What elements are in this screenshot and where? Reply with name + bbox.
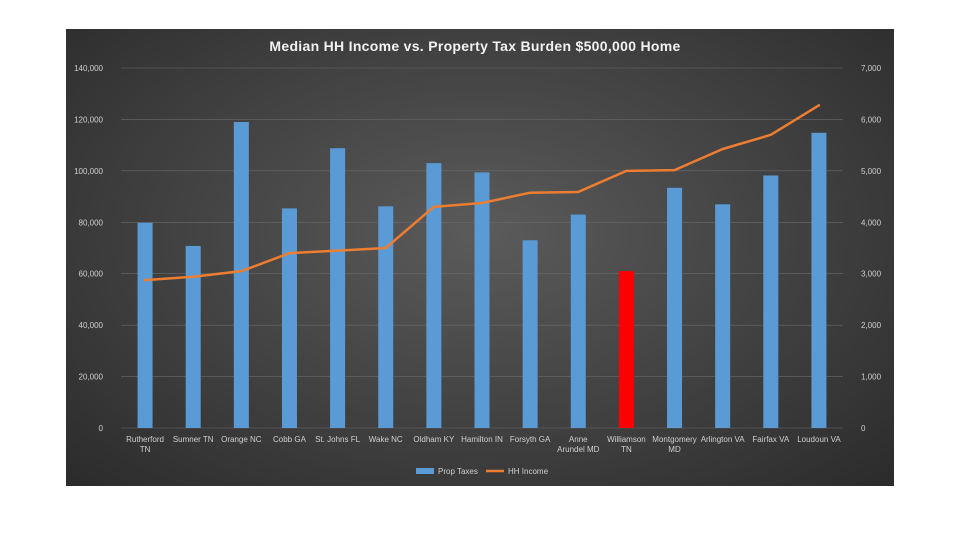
category-label-line: MD xyxy=(668,445,681,454)
bar xyxy=(667,187,683,428)
category-label: Williamson TN xyxy=(607,435,646,454)
category-label: Forsyth GA xyxy=(510,435,551,444)
bar xyxy=(137,222,153,428)
category-label: Arlington VA xyxy=(701,435,746,444)
category-label: Rutherford TN xyxy=(126,435,164,454)
right-tick-label: 5,000 xyxy=(861,167,882,176)
category-label: Oldham KY xyxy=(413,435,455,444)
category-label-line: Forsyth GA xyxy=(510,435,551,444)
category-label: Anne Arundel MD xyxy=(557,435,599,454)
category-label-line: Cobb GA xyxy=(273,435,307,444)
bar xyxy=(522,240,538,428)
category-label-line: Arlington VA xyxy=(701,435,746,444)
right-tick-label: 7,000 xyxy=(861,64,882,73)
left-tick-label: 100,000 xyxy=(74,167,103,176)
right-tick-label: 6,000 xyxy=(861,115,882,124)
left-tick-label: 20,000 xyxy=(79,373,104,382)
income-line xyxy=(143,104,821,282)
category-label: Montgomery MD xyxy=(652,435,696,454)
category-label-line: Fairfax VA xyxy=(752,435,789,444)
chart-title: Median HH Income vs. Property Tax Burden… xyxy=(269,38,680,54)
category-label-line: Anne xyxy=(569,435,588,444)
bar xyxy=(426,163,442,428)
category-label-line: Williamson xyxy=(607,435,646,444)
right-axis: 0 1,000 2,000 3,000 4,000 5,000 6,000 7,000 xyxy=(861,64,882,433)
left-tick-label: 80,000 xyxy=(79,218,104,227)
category-label: Wake NC xyxy=(369,435,403,444)
left-tick-label: 40,000 xyxy=(79,321,104,330)
chart-area: Median HH Income vs. Property Tax Burden… xyxy=(66,29,894,486)
category-label-line: Hamilton IN xyxy=(461,435,503,444)
category-label-line: Wake NC xyxy=(369,435,403,444)
left-tick-label: 140,000 xyxy=(74,64,103,73)
category-label: Fairfax VA xyxy=(752,435,789,444)
right-tick-label: 4,000 xyxy=(861,218,882,227)
category-label-line: TN xyxy=(621,445,632,454)
bar xyxy=(715,204,731,428)
bar xyxy=(811,132,827,429)
category-label-line: Oldham KY xyxy=(413,435,455,444)
legend-swatch-prop-taxes xyxy=(416,468,434,474)
bar xyxy=(763,175,779,428)
category-label-line: Rutherford xyxy=(126,435,164,444)
bar xyxy=(378,206,394,428)
legend: Prop Taxes HH Income xyxy=(416,467,549,476)
bar xyxy=(233,122,249,428)
category-label-line: Arundel MD xyxy=(557,445,599,454)
right-tick-label: 1,000 xyxy=(861,373,882,382)
category-label: Cobb GA xyxy=(273,435,307,444)
left-axis: 0 20,000 40,000 60,000 80,000 100,000 120,000 1… xyxy=(74,64,103,433)
category-label-line: Montgomery xyxy=(652,435,696,444)
left-tick-label: 0 xyxy=(99,424,104,433)
right-tick-label: 3,000 xyxy=(861,270,882,279)
right-tick-label: 0 xyxy=(861,424,866,433)
category-label: Orange NC xyxy=(221,435,262,444)
bar-highlight xyxy=(618,271,634,428)
right-tick-label: 2,000 xyxy=(861,321,882,330)
legend-label-hh-income: HH Income xyxy=(508,467,549,476)
bar xyxy=(570,214,586,428)
chart-svg: Median HH Income vs. Property Tax Burden… xyxy=(74,38,882,476)
legend-label-prop-taxes: Prop Taxes xyxy=(438,467,478,476)
category-label: Hamilton IN xyxy=(461,435,503,444)
category-label: Loudoun VA xyxy=(797,435,841,444)
bar xyxy=(281,208,297,428)
category-label-line: St. Johns FL xyxy=(315,435,360,444)
category-label-line: Loudoun VA xyxy=(797,435,841,444)
left-tick-label: 120,000 xyxy=(74,115,103,124)
bar xyxy=(185,245,201,428)
bar xyxy=(330,148,346,428)
category-label-line: TN xyxy=(140,445,151,454)
left-tick-label: 60,000 xyxy=(79,270,104,279)
category-label: Sumner TN xyxy=(173,435,214,444)
bars xyxy=(137,122,827,429)
category-label-line: Sumner TN xyxy=(173,435,214,444)
category-label: St. Johns FL xyxy=(315,435,360,444)
bar xyxy=(474,172,490,428)
category-label-line: Orange NC xyxy=(221,435,262,444)
